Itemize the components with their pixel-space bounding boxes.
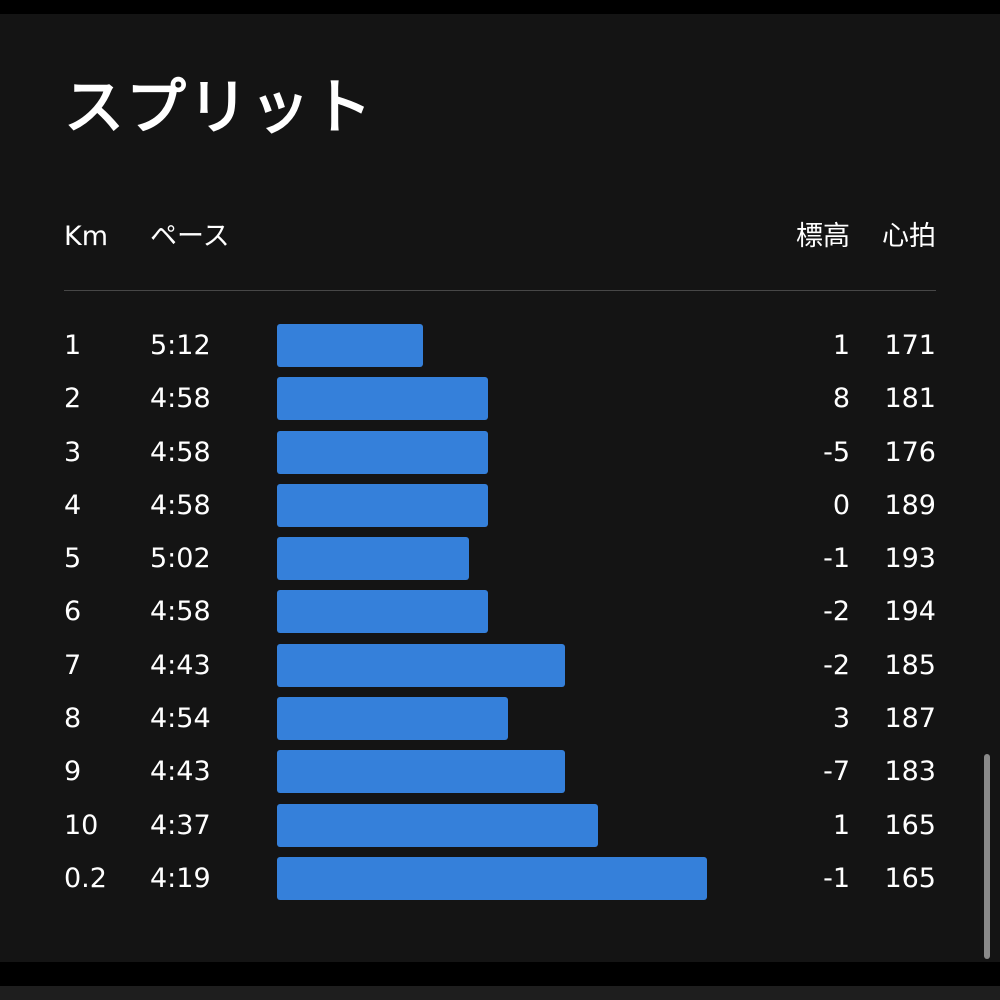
- table-row: 7 4:43 -2 185: [0, 639, 1000, 692]
- column-header-heart-rate: 心拍: [882, 221, 936, 252]
- table-row: 6 4:58 -2 194: [0, 585, 1000, 638]
- pace-bar: [277, 324, 423, 367]
- header-divider: [64, 290, 936, 291]
- split-pace: 4:58: [150, 596, 211, 628]
- pace-bar: [277, 803, 599, 847]
- column-header-km: Km: [64, 221, 109, 252]
- split-pace: 5:02: [150, 543, 211, 575]
- split-elevation: 8: [832, 383, 850, 415]
- table-row: 4 4:58 0 189: [0, 479, 1000, 532]
- split-km: 9: [64, 756, 82, 788]
- column-header-elevation: 標高: [796, 221, 850, 252]
- split-km: 10: [64, 809, 99, 841]
- split-elevation: 3: [832, 703, 850, 735]
- pace-bar: [277, 643, 566, 687]
- split-elevation: -2: [823, 649, 850, 681]
- pace-bar: [277, 697, 508, 741]
- pace-bar: [277, 750, 566, 794]
- split-elevation: 0: [832, 489, 850, 521]
- split-km: 3: [64, 436, 82, 468]
- table-row: 5 5:02 -1 193: [0, 532, 1000, 585]
- split-heart-rate: 185: [884, 649, 936, 681]
- split-pace: 4:19: [150, 862, 211, 894]
- split-heart-rate: 187: [884, 703, 936, 735]
- split-km: 2: [64, 383, 82, 415]
- pace-bar: [277, 590, 489, 634]
- split-km: 8: [64, 703, 82, 735]
- pace-bar: [277, 537, 469, 581]
- table-row: 3 4:58 -5 176: [0, 426, 1000, 479]
- split-elevation: 1: [832, 809, 850, 841]
- split-pace: 4:43: [150, 649, 211, 681]
- split-elevation: -1: [823, 543, 850, 575]
- split-pace: 4:58: [150, 383, 211, 415]
- bottom-strip: [0, 986, 1000, 1000]
- split-heart-rate: 171: [884, 330, 936, 361]
- table-row: 1 5:12 1 171: [0, 319, 1000, 372]
- split-pace: 4:58: [150, 489, 211, 521]
- split-elevation: 1: [832, 330, 850, 361]
- table-row: 8 4:54 3 187: [0, 692, 1000, 745]
- split-elevation: -1: [823, 862, 850, 894]
- split-pace: 4:54: [150, 703, 211, 735]
- split-km: 5: [64, 543, 82, 575]
- split-heart-rate: 189: [884, 489, 936, 521]
- split-pace: 5:12: [150, 330, 211, 361]
- column-header-pace: ペース: [150, 221, 230, 252]
- table-row: 10 4:37 1 165: [0, 799, 1000, 852]
- split-km: 1: [64, 330, 82, 361]
- page-title: スプリット: [64, 73, 374, 143]
- split-elevation: -7: [823, 756, 850, 788]
- split-heart-rate: 193: [884, 543, 936, 575]
- pace-bar: [277, 430, 489, 474]
- split-heart-rate: 165: [884, 862, 936, 894]
- split-km: 4: [64, 489, 82, 521]
- table-row: 9 4:43 -7 183: [0, 745, 1000, 798]
- table-row: 0.2 4:19 -1 165: [0, 852, 1000, 905]
- split-heart-rate: 194: [884, 596, 936, 628]
- split-pace: 4:43: [150, 756, 211, 788]
- split-km: 6: [64, 596, 82, 628]
- split-pace: 4:58: [150, 436, 211, 468]
- split-heart-rate: 181: [884, 383, 936, 415]
- pace-bar: [277, 483, 489, 527]
- pace-bar: [277, 856, 707, 900]
- split-heart-rate: 183: [884, 756, 936, 788]
- split-elevation: -5: [823, 436, 850, 468]
- split-elevation: -2: [823, 596, 850, 628]
- split-km: 0.2: [64, 862, 107, 894]
- split-km: 7: [64, 649, 82, 681]
- split-heart-rate: 165: [884, 809, 936, 841]
- table-row: 2 4:58 8 181: [0, 372, 1000, 425]
- scrollbar[interactable]: [984, 754, 990, 959]
- pace-bar: [277, 377, 489, 421]
- split-heart-rate: 176: [884, 436, 936, 468]
- splits-table[interactable]: 1 5:12 1 171 2 4:58 8 181 3 4:58 -5 176 4 4:58 0 189 5 5:…: [0, 319, 1000, 905]
- split-pace: 4:37: [150, 809, 211, 841]
